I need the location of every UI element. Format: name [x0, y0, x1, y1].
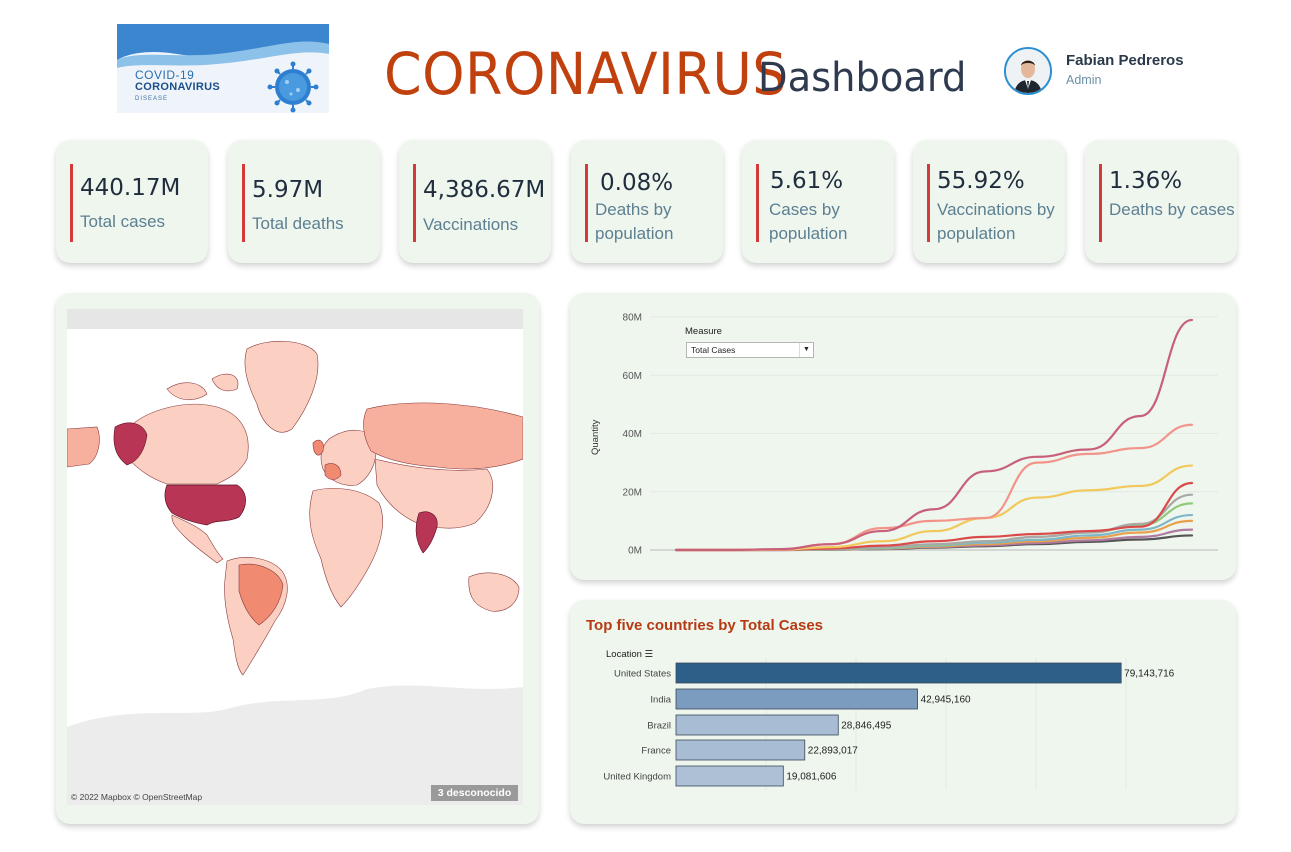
line-series[interactable]: [674, 502, 1194, 552]
kpi-value: 440.17M: [80, 175, 181, 201]
measure-dropdown-value: Total Cases: [691, 345, 736, 355]
kpi-accent-bar: [242, 164, 245, 242]
kpi-label: Vaccinations by population: [937, 200, 1055, 243]
measure-dropdown[interactable]: Total Cases ▼: [686, 342, 814, 358]
kpi-card-vaccinations-by-population: 55.92% Vaccinations by population: [913, 140, 1065, 263]
measure-label: Measure: [685, 326, 722, 337]
line-chart: 0M 20M 40M 60M 80M: [623, 313, 1218, 557]
world-map-shapes: [67, 340, 523, 805]
map-credit: © 2022 Mapbox © OpenStreetMap: [71, 792, 203, 802]
kpi-label: Total cases: [80, 212, 166, 231]
bar-category-label: France: [641, 746, 671, 757]
kpi-label: Deaths by cases: [1109, 200, 1235, 219]
kpi-accent-bar: [413, 164, 416, 242]
bar-chart-panel: [570, 600, 1236, 824]
kpi-accent-bar: [756, 164, 759, 242]
map-region-india: [415, 511, 438, 554]
line-y-tick-label: 40M: [623, 429, 642, 440]
kpi-value: 5.97M: [252, 177, 324, 203]
kpi-label: Vaccinations: [423, 215, 519, 234]
bar-category-label: India: [650, 695, 671, 706]
map-region-mexico: [171, 514, 224, 564]
kpi-accent-bar: [585, 164, 588, 242]
map-top-band: [67, 309, 523, 329]
map-region-greenland: [244, 340, 319, 433]
line-y-tick-label: 20M: [623, 487, 642, 498]
logo-wave-graphic: [117, 24, 329, 113]
bar-brazil[interactable]: [675, 714, 839, 736]
map-region-alaska: [113, 422, 148, 466]
kpi-card-cases-by-population: 5.61% Cases by population: [742, 140, 894, 263]
bar-category-label: United Kingdom: [603, 772, 671, 783]
kpi-card-deaths-by-population: 0.08% Deaths by population: [571, 140, 723, 263]
user-role: Admin: [1066, 73, 1102, 87]
kpi-card-total-deaths: 5.97M Total deaths: [228, 140, 380, 263]
map-region-canada: [126, 404, 249, 485]
map-region-usa: [164, 484, 246, 526]
line-chart-panel: [570, 293, 1236, 580]
kpi-accent-bar: [70, 164, 73, 242]
bar-france[interactable]: [675, 739, 806, 761]
world-map[interactable]: [67, 309, 523, 805]
kpi-card-total-cases: 440.17M Total cases: [56, 140, 208, 263]
bar-value-label: 42,945,160: [921, 695, 971, 706]
map-region-west-edge: [67, 426, 100, 468]
line-series[interactable]: [674, 464, 1194, 552]
kpi-label: Cases by population: [769, 200, 848, 243]
line-series[interactable]: [674, 318, 1194, 552]
bar-chart-title: Top five countries by Total Cases: [586, 617, 823, 634]
sort-icon[interactable]: ☰: [644, 649, 654, 660]
line-chart-ylabel: Quantity: [590, 419, 601, 455]
kpi-label: Deaths by population: [595, 200, 674, 243]
kpi-value: 4,386.67M: [423, 177, 546, 203]
map-region-brazil: [238, 563, 284, 626]
kpi-card-vaccinations: 4,386.67M Vaccinations: [399, 140, 551, 263]
bar-axis-title-text: Location: [606, 649, 642, 660]
map-region-antarctica: [67, 685, 523, 805]
bar-value-label: 22,893,017: [808, 746, 858, 757]
logo-line2: CORONAVIRUS: [135, 81, 220, 93]
user-avatar-icon: [1006, 49, 1050, 93]
kpi-accent-bar: [1099, 164, 1102, 242]
user-avatar[interactable]: [1004, 47, 1052, 95]
map-region-africa: [309, 488, 383, 608]
bar-axis-title[interactable]: Location ☰: [606, 649, 653, 660]
dashboard-title-sub: Dashboard: [758, 55, 967, 101]
bar-united-kingdom[interactable]: [675, 765, 784, 787]
map-region-asia: [374, 458, 494, 529]
map-region-france: [324, 463, 342, 480]
kpi-value: 55.92%: [937, 168, 1025, 194]
kpi-label: Total deaths: [252, 214, 344, 233]
kpi-accent-bar: [927, 164, 930, 242]
map-region-uk: [312, 439, 324, 456]
logo-line3: DISEASE: [135, 96, 169, 102]
user-name: Fabian Pedreros: [1066, 52, 1184, 69]
line-y-tick-label: 80M: [623, 313, 642, 324]
dashboard-title-main: CORONAVIRUS: [384, 40, 787, 108]
line-y-tick-label: 0M: [628, 546, 642, 557]
bar-value-label: 19,081,606: [786, 772, 836, 783]
kpi-card-deaths-by-cases: 1.36% Deaths by cases: [1085, 140, 1237, 263]
kpi-value: 1.36%: [1109, 168, 1183, 194]
map-region-arctic-islands: [166, 373, 239, 401]
logo-line1: COVID-19: [135, 68, 195, 82]
map-region-russia: [363, 402, 523, 470]
chevron-down-icon[interactable]: ▼: [799, 343, 813, 357]
covid-logo: COVID-19 CORONAVIRUS DISEASE: [117, 24, 329, 113]
bar-value-label: 28,846,495: [841, 721, 891, 732]
line-y-tick-label: 60M: [623, 371, 642, 382]
bar-united-states[interactable]: [675, 662, 1122, 684]
map-region-australia: [468, 572, 520, 612]
bar-value-label: 79,143,716: [1124, 669, 1174, 680]
bar-category-label: Brazil: [647, 721, 671, 732]
bar-india[interactable]: [675, 688, 918, 710]
bar-category-label: United States: [614, 669, 671, 680]
bar-chart: United States 79,143,716 India 42,945,160 Br…: [603, 658, 1175, 790]
unknown-locations-badge[interactable]: 3 desconocido: [431, 785, 518, 801]
kpi-value: 0.08%: [600, 170, 674, 196]
kpi-value: 5.61%: [770, 168, 844, 194]
